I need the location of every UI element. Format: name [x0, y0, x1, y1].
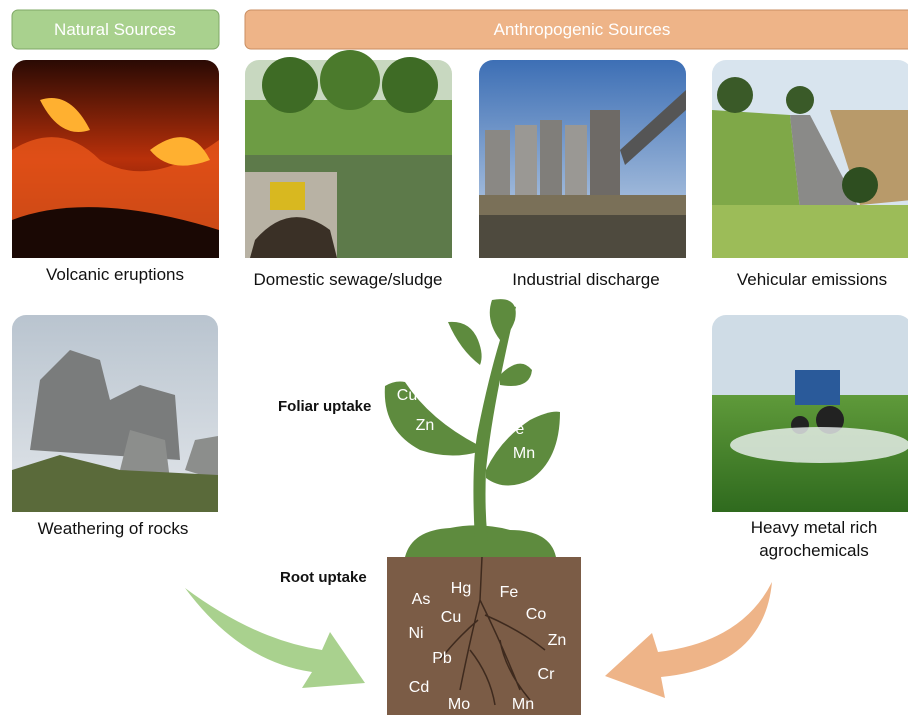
anthropogenic-arrow [605, 582, 772, 698]
soil-element: Pb [432, 650, 452, 667]
rocks-photo [12, 315, 218, 512]
soil-element: Fe [500, 584, 519, 601]
soil [387, 557, 581, 715]
tractor-photo [712, 315, 908, 512]
plant [384, 299, 560, 557]
foliar-uptake-label: Foliar uptake [278, 398, 371, 415]
anthropogenic-header: Anthropogenic Sources [494, 20, 671, 39]
natural-arrow [185, 588, 365, 688]
natural-header-box [11, 9, 220, 50]
soil-element: Mn [512, 696, 534, 713]
source-caption: Vehicular emissions [737, 270, 887, 289]
soil-element: Cu [441, 609, 461, 626]
natural-header: Natural Sources [54, 20, 176, 39]
soil-element: As [412, 591, 431, 608]
soil-element: Zn [548, 632, 567, 649]
leaf-element: Zn [416, 417, 435, 434]
soil-element: Cr [538, 666, 556, 683]
soil-element: Co [526, 606, 547, 623]
source-caption: Heavy metal rich [751, 518, 878, 537]
soil-element: Ni [408, 625, 423, 642]
source-caption: Domestic sewage/sludge [254, 270, 443, 289]
anthropogenic-header-box [244, 9, 908, 50]
leaf-element: Cu [397, 387, 417, 404]
source-caption: agrochemicals [759, 541, 869, 560]
vehicular-photo [712, 60, 908, 258]
soil-element: Cd [409, 679, 429, 696]
soil-element: Mo [448, 696, 470, 713]
root-uptake-label: Root uptake [280, 569, 367, 586]
source-caption: Industrial discharge [512, 270, 659, 289]
source-caption: Volcanic eruptions [46, 265, 184, 284]
leaf-element: Fe [506, 421, 525, 438]
soil-element: Hg [451, 580, 471, 597]
leaf-element: Mn [513, 445, 535, 462]
source-caption: Weathering of rocks [38, 519, 189, 538]
industrial-photo [479, 60, 686, 258]
roots [439, 556, 546, 706]
volcano-photo [12, 60, 219, 258]
sewage-photo [245, 50, 452, 258]
